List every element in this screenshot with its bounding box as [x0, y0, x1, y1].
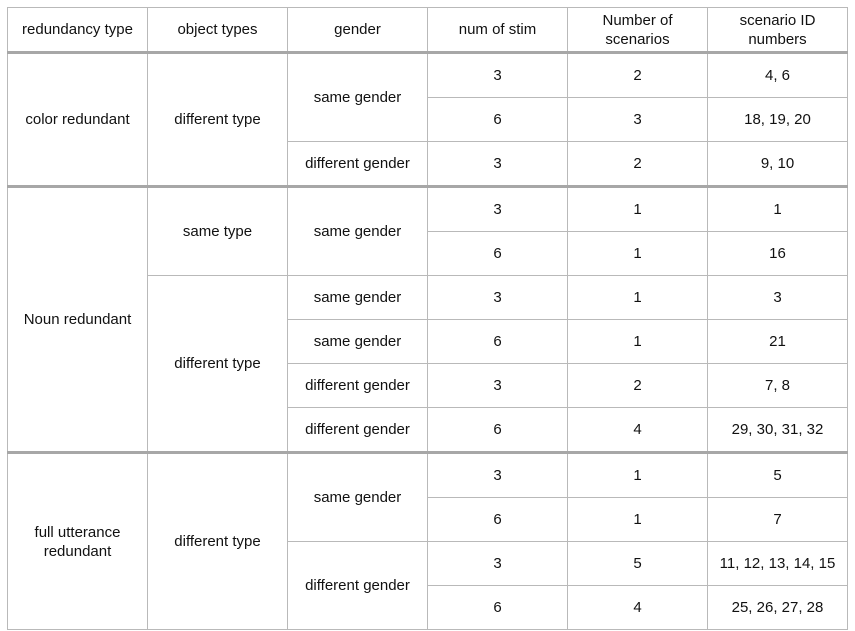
header-gender: gender: [287, 7, 428, 54]
num-scenarios-cell: 5: [567, 541, 708, 586]
table-row: different gender 6 4 29, 30, 31, 32: [8, 407, 848, 454]
num-scenarios-cell: 3: [567, 97, 708, 142]
num-scenarios-cell: 1: [567, 319, 708, 364]
scenario-ids-cell: 4, 6: [707, 52, 848, 98]
table-row: different gender 3 2 7, 8: [8, 363, 848, 408]
num-stim-cell: 3: [427, 541, 568, 586]
num-scenarios-cell: 1: [567, 497, 708, 542]
num-stim-cell: 3: [427, 363, 568, 408]
num-scenarios-cell: 1: [567, 231, 708, 276]
header-num-of-stim: num of stim: [427, 7, 568, 54]
scenario-ids-cell: 1: [707, 186, 848, 232]
scenario-ids-cell: 25, 26, 27, 28: [707, 585, 848, 630]
object-type-cell: different type: [147, 452, 288, 630]
object-type-cell: same type: [147, 186, 288, 276]
gender-cell: same gender: [287, 186, 428, 276]
num-stim-cell: 6: [427, 97, 568, 142]
num-stim-cell: 6: [427, 319, 568, 364]
num-stim-cell: 3: [427, 275, 568, 320]
table-row: same gender 6 1 21: [8, 319, 848, 364]
table-row: 6 4 25, 26, 27, 28: [8, 585, 848, 630]
table-row: Noun redundant same type same gender 3 1 1: [7, 186, 848, 454]
num-scenarios-cell: 2: [567, 141, 708, 188]
scenario-ids-cell: 5: [707, 452, 848, 498]
num-scenarios-cell: 2: [567, 52, 708, 98]
gender-cell: same gender: [287, 319, 428, 364]
header-redundancy-type: redundancy type: [7, 7, 148, 54]
gender-cell: different gender: [287, 407, 428, 454]
redundancy-type-cell: color redundant: [7, 52, 148, 188]
num-stim-cell: 3: [427, 52, 568, 98]
header-scenario-ids: scenario ID numbers: [707, 7, 848, 54]
scenario-ids-cell: 29, 30, 31, 32: [707, 407, 848, 454]
num-stim-cell: 6: [427, 585, 568, 630]
table-row: different type same gender 3 1 3: [8, 275, 848, 454]
redundancy-type-cell: Noun redundant: [7, 186, 148, 454]
num-scenarios-cell: 1: [567, 186, 708, 232]
scenario-ids-cell: 16: [707, 231, 848, 276]
table-row: color redundant different type same gender…: [7, 52, 848, 188]
scenario-table: redundancy type object types gender num …: [7, 7, 848, 630]
table-row: 6 3 18, 19, 20: [8, 97, 848, 142]
object-type-cell: different type: [147, 52, 288, 188]
gender-cell: same gender: [287, 275, 428, 320]
gender-cell: different gender: [287, 141, 428, 188]
object-type-cell: different type: [147, 275, 288, 454]
num-scenarios-cell: 2: [567, 363, 708, 408]
header-row: redundancy type object types gender num …: [7, 7, 848, 54]
num-stim-cell: 6: [427, 231, 568, 276]
header-number-of-scenarios: Number of scenarios: [567, 7, 708, 54]
num-stim-cell: 3: [427, 141, 568, 188]
num-stim-cell: 3: [427, 186, 568, 232]
scenario-ids-cell: 21: [707, 319, 848, 364]
num-stim-cell: 6: [427, 407, 568, 454]
num-scenarios-cell: 1: [567, 452, 708, 498]
num-scenarios-cell: 4: [567, 407, 708, 454]
gender-cell: same gender: [287, 452, 428, 542]
scenario-ids-cell: 3: [707, 275, 848, 320]
num-stim-cell: 3: [427, 452, 568, 498]
table-row: different gender 3 2 9, 10: [8, 141, 848, 188]
num-scenarios-cell: 1: [567, 275, 708, 320]
gender-cell: different gender: [287, 363, 428, 408]
scenario-ids-cell: 18, 19, 20: [707, 97, 848, 142]
redundancy-type-cell: full utterance redundant: [7, 452, 148, 630]
scenario-ids-cell: 7, 8: [707, 363, 848, 408]
table-body: color redundant different type same gender…: [7, 52, 848, 630]
table-row: different gender 3 5 11, 12, 13, 14, 15: [8, 541, 848, 630]
scenario-ids-cell: 7: [707, 497, 848, 542]
gender-cell: different gender: [287, 541, 428, 630]
header-object-types: object types: [147, 7, 288, 54]
scenario-ids-cell: 11, 12, 13, 14, 15: [707, 541, 848, 586]
scenario-ids-cell: 9, 10: [707, 141, 848, 188]
num-scenarios-cell: 4: [567, 585, 708, 630]
table-row: full utterance redundant different type sa…: [7, 452, 848, 630]
num-stim-cell: 6: [427, 497, 568, 542]
gender-cell: same gender: [287, 52, 428, 142]
